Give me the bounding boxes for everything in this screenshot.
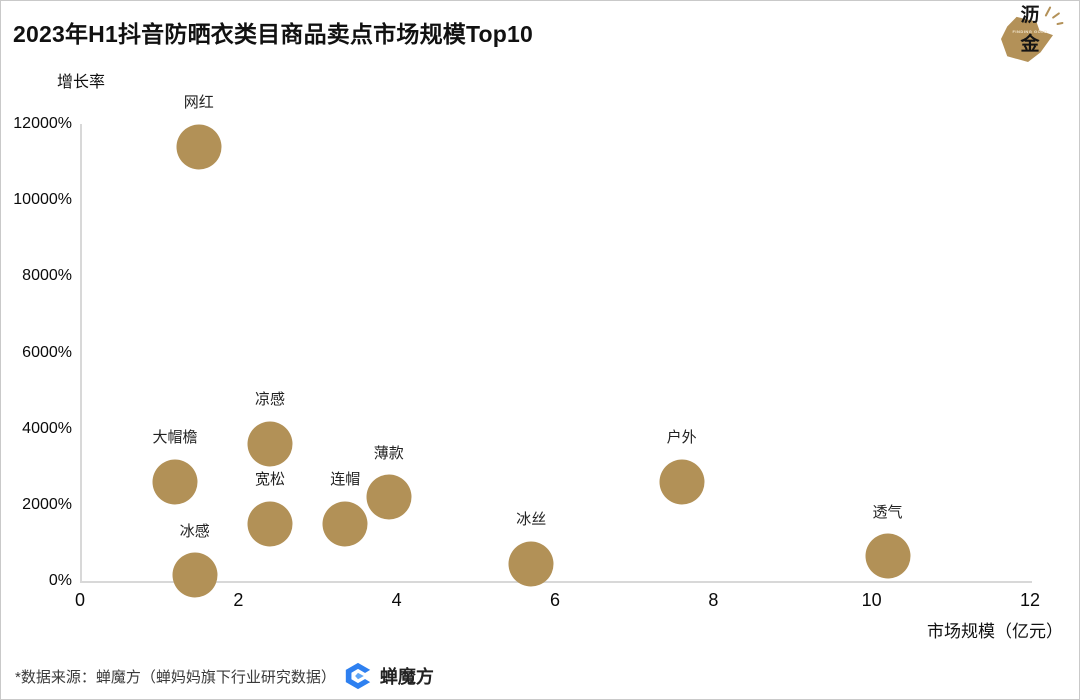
chanmofang-logo-icon (343, 661, 373, 691)
data-point-label: 宽松 (254, 471, 286, 489)
y-tick-label: 10000% (13, 191, 72, 209)
data-point-bubble (508, 541, 554, 587)
data-source-text: *数据来源：蝉魔方（蝉妈妈旗下行业研究数据） (15, 668, 336, 686)
data-point-label: 大帽檐 (152, 429, 198, 447)
data-point-label: 透气 (872, 503, 903, 521)
data-point-bubble (172, 552, 218, 598)
x-tick-label: 10 (861, 590, 882, 610)
y-axis-title: 增长率 (57, 74, 106, 91)
data-point-label: 连帽 (330, 471, 361, 489)
data-point-bubble (176, 124, 222, 170)
data-point-label: 冰丝 (516, 511, 547, 529)
x-tick-label: 12 (1019, 590, 1041, 610)
data-point-bubble (247, 501, 293, 547)
brand-char-top: 沥 (1020, 5, 1040, 26)
x-tick-label: 6 (549, 590, 561, 610)
brand-subtext: FINDING GOLD (1012, 29, 1048, 34)
sparkle-ray-icon (1056, 21, 1064, 26)
data-point-bubble (366, 474, 412, 520)
sparkle-ray-icon (1044, 6, 1052, 17)
plot-area (80, 124, 1032, 583)
x-tick-label: 8 (708, 590, 719, 610)
brand-char-bottom: 金 (1020, 34, 1040, 55)
y-tick-label: 8000% (22, 267, 72, 285)
data-point-label: 户外 (666, 429, 697, 447)
data-point-bubble (659, 459, 705, 505)
x-tick-label: 2 (233, 590, 244, 610)
y-tick-label: 12000% (13, 115, 72, 132)
y-tick-label: 6000% (22, 343, 72, 361)
data-point-bubble (152, 459, 198, 505)
data-point-bubble (247, 421, 293, 467)
data-point-bubble (865, 533, 910, 579)
data-point-label: 冰感 (179, 522, 210, 540)
x-axis-title: 市场规模（亿元） (927, 622, 1063, 641)
y-tick-label: 4000% (22, 419, 72, 437)
y-tick-label: 2000% (22, 495, 72, 513)
x-tick-label: 4 (391, 590, 402, 610)
sparkle-ray-icon (1051, 12, 1061, 19)
chanmofang-logo-text: 蝉魔方 (379, 667, 434, 687)
y-tick-label: 0% (48, 572, 72, 589)
lijin-brand-logo: 沥 FINDING GOLD 金 (999, 5, 1064, 64)
data-source-footer: *数据来源：蝉魔方（蝉妈妈旗下行业研究数据） 蝉魔方 (15, 661, 434, 691)
data-point-label: 凉感 (254, 391, 286, 409)
x-tick-label: 0 (74, 590, 86, 610)
data-point-label: 薄款 (373, 444, 404, 462)
data-point-label: 网红 (183, 94, 214, 112)
page-title: 2023年H1抖音防晒衣类目商品卖点市场规模Top10 (13, 21, 533, 47)
data-point-bubble (322, 501, 368, 547)
